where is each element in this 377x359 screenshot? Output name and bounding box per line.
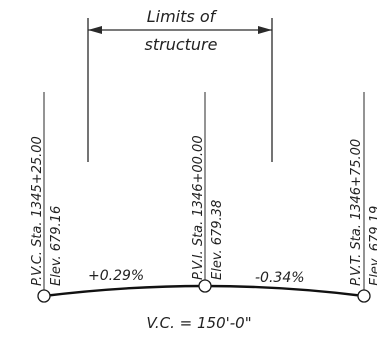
- limits-label-line1: Limits of: [147, 7, 218, 26]
- pvi-point-marker: [199, 280, 211, 292]
- pvc-station-label: P.V.C. Sta. 1345+25.00: [30, 136, 45, 286]
- limits-arrow-left: [88, 26, 102, 34]
- pvi-elevation-label: Elev. 679.38: [210, 200, 225, 280]
- pvt-station-label: P.V.T. Sta. 1346+75.00: [349, 139, 364, 286]
- vertical-curve-length-label: V.C. = 150'-0": [146, 314, 251, 332]
- limits-arrow-right: [258, 26, 272, 34]
- pvt-elevation-label: Elev. 679.19: [368, 206, 377, 286]
- grade-right-label: -0.34%: [255, 270, 305, 286]
- pvc-elevation-label: Elev. 679.16: [49, 206, 64, 286]
- pvt-point-marker: [358, 290, 370, 302]
- grade-left-label: +0.29%: [88, 268, 144, 284]
- pvc-point-marker: [38, 290, 50, 302]
- pvi-station-label: P.V.I. Sta. 1346+00.00: [191, 135, 206, 280]
- limits-label-line2: structure: [145, 35, 218, 54]
